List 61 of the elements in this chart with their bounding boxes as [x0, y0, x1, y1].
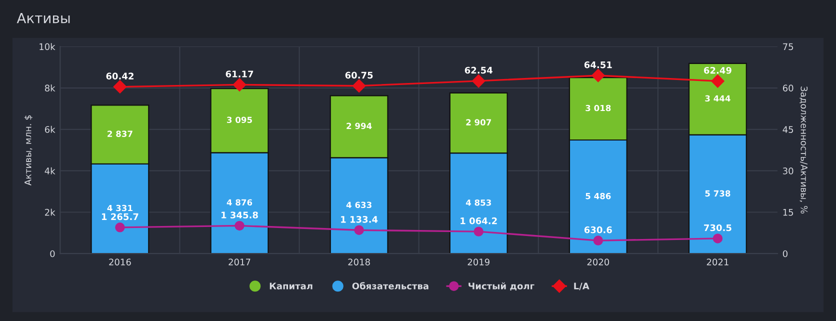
data-label: 1 265.7: [102, 213, 138, 220]
y-tick-label: 10k: [40, 43, 56, 50]
y-tick-label: 6k: [44, 126, 56, 133]
data-label: 60.42: [106, 72, 134, 80]
data-label: 3 018: [586, 104, 611, 112]
chart-title: Активы: [16, 12, 70, 24]
y-tick-label: 4k: [44, 167, 56, 174]
data-label: 62.54: [464, 66, 492, 74]
data-label: 2 837: [108, 130, 132, 137]
data-label: 730.5: [704, 224, 732, 232]
y-tick-label: 2k: [45, 208, 56, 216]
point: [234, 220, 244, 231]
data-label: 60.75: [345, 72, 373, 79]
data-label: 630.6: [584, 226, 612, 234]
data-label: 64.51: [584, 61, 612, 68]
data-label: 5 738: [705, 190, 730, 197]
x-tick-label: 2021: [706, 258, 728, 266]
data-label: 3 095: [227, 116, 252, 124]
point: [232, 78, 246, 92]
y-axis-title: Активы, млн. $: [24, 115, 33, 186]
point: [472, 74, 486, 88]
data-label: 1 345.8: [222, 212, 258, 218]
point: [354, 225, 364, 235]
legend-label: Капитал: [270, 282, 312, 290]
data-label: 4 633: [346, 202, 372, 208]
x-tick-label: 2017: [228, 258, 250, 266]
legend-label: L/A: [574, 282, 590, 290]
point: [352, 79, 366, 92]
data-label: 4 876: [226, 199, 252, 206]
data-label: 2 994: [346, 122, 372, 130]
point: [115, 222, 125, 232]
legend-label: Чистый долг: [468, 282, 534, 291]
y2-tick-label: 45: [782, 126, 794, 133]
data-label: 61.17: [226, 70, 254, 78]
x-tick-label: 2018: [348, 258, 370, 266]
y-tick-label: 0: [50, 250, 55, 258]
point: [113, 80, 127, 94]
point: [474, 226, 484, 236]
legend-label: Обязательства: [352, 282, 428, 290]
data-label: 4 331: [107, 204, 132, 212]
y2-tick-label: 75: [783, 43, 794, 50]
point: [711, 74, 724, 88]
y2-tick-label: 30: [783, 168, 794, 174]
point: [593, 236, 604, 246]
data-label: 5 486: [586, 192, 611, 200]
data-label: 2 907: [466, 119, 491, 126]
y2-axis-title: Задолженность/Активы, %: [800, 86, 808, 214]
data-label: 4 853: [466, 199, 491, 206]
y2-tick-label: 60: [782, 84, 794, 92]
data-label: 1 064.2: [460, 217, 497, 224]
y2-tick-label: 0: [782, 250, 788, 258]
data-label: 62.49: [704, 66, 732, 74]
point: [592, 68, 605, 82]
y-tick-label: 8k: [44, 84, 56, 92]
x-tick-label: 2016: [109, 258, 131, 266]
x-tick-label: 2019: [468, 258, 490, 266]
point: [712, 234, 723, 244]
x-tick-label: 2020: [587, 258, 610, 266]
data-label: 3 444: [705, 95, 730, 102]
data-label: 1 133.4: [341, 216, 378, 223]
y2-tick-label: 15: [783, 209, 794, 216]
